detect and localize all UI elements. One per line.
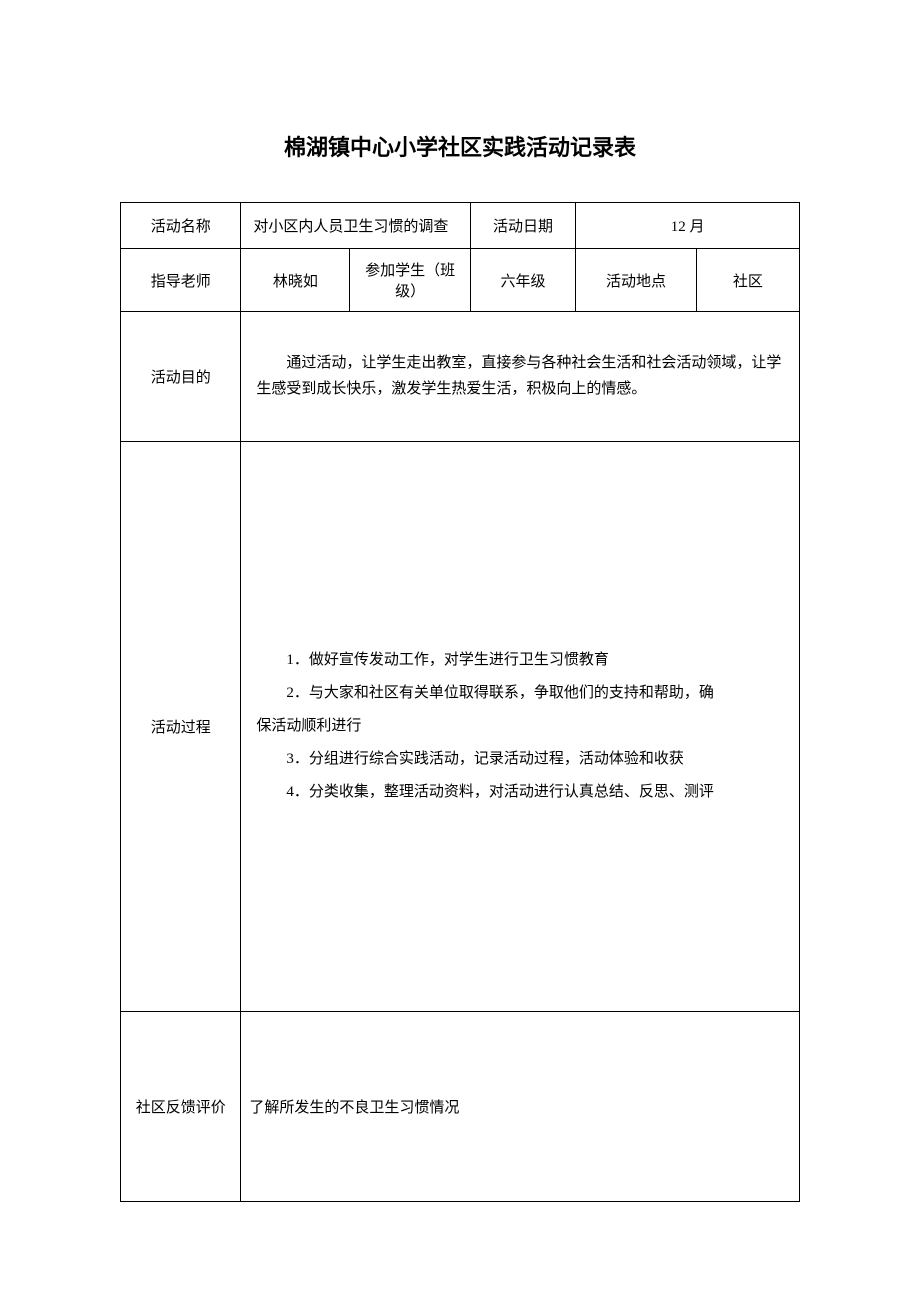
value-location: 社区	[696, 249, 799, 312]
process-item-1: 1．做好宣传发动工作，对学生进行卫生习惯教育	[256, 644, 789, 677]
value-students: 六年级	[470, 249, 576, 312]
label-activity-date: 活动日期	[470, 203, 576, 249]
label-feedback: 社区反馈评价	[121, 1012, 241, 1202]
label-process: 活动过程	[121, 442, 241, 1012]
label-students: 参加学生（班级）	[350, 249, 470, 312]
value-activity-name: 对小区内人员卫生习惯的调查	[241, 203, 470, 249]
process-item-4: 4．分类收集，整理活动资料，对活动进行认真总结、反思、测评	[256, 776, 789, 809]
value-activity-date: 12 月	[576, 203, 800, 249]
label-activity-name: 活动名称	[121, 203, 241, 249]
value-teacher: 林晓如	[241, 249, 350, 312]
process-item-3: 3．分组进行综合实践活动，记录活动过程，活动体验和收获	[256, 743, 789, 776]
document-title: 棉湖镇中心小学社区实践活动记录表	[120, 130, 800, 162]
table-row-process: 活动过程 1．做好宣传发动工作，对学生进行卫生习惯教育 2．与大家和社区有关单位…	[121, 442, 800, 1012]
label-teacher: 指导老师	[121, 249, 241, 312]
activity-record-table: 活动名称 对小区内人员卫生习惯的调查 活动日期 12 月 指导老师 林晓如 参加…	[120, 202, 800, 1202]
label-purpose: 活动目的	[121, 312, 241, 442]
label-location: 活动地点	[576, 249, 696, 312]
value-feedback: 了解所发生的不良卫生习惯情况	[241, 1012, 800, 1202]
table-row-header1: 活动名称 对小区内人员卫生习惯的调查 活动日期 12 月	[121, 203, 800, 249]
table-row-feedback: 社区反馈评价 了解所发生的不良卫生习惯情况	[121, 1012, 800, 1202]
value-process: 1．做好宣传发动工作，对学生进行卫生习惯教育 2．与大家和社区有关单位取得联系，…	[241, 442, 800, 1012]
purpose-text: 通过活动，让学生走出教室，直接参与各种社会生活和社会活动领域，让学生感受到成长快…	[256, 351, 784, 402]
table-row-purpose: 活动目的 通过活动，让学生走出教室，直接参与各种社会生活和社会活动领域，让学生感…	[121, 312, 800, 442]
process-item-2a: 2．与大家和社区有关单位取得联系，争取他们的支持和帮助，确	[256, 677, 789, 710]
process-item-2b: 保活动顺利进行	[256, 710, 789, 743]
value-purpose: 通过活动，让学生走出教室，直接参与各种社会生活和社会活动领域，让学生感受到成长快…	[241, 312, 800, 442]
table-row-header2: 指导老师 林晓如 参加学生（班级） 六年级 活动地点 社区	[121, 249, 800, 312]
